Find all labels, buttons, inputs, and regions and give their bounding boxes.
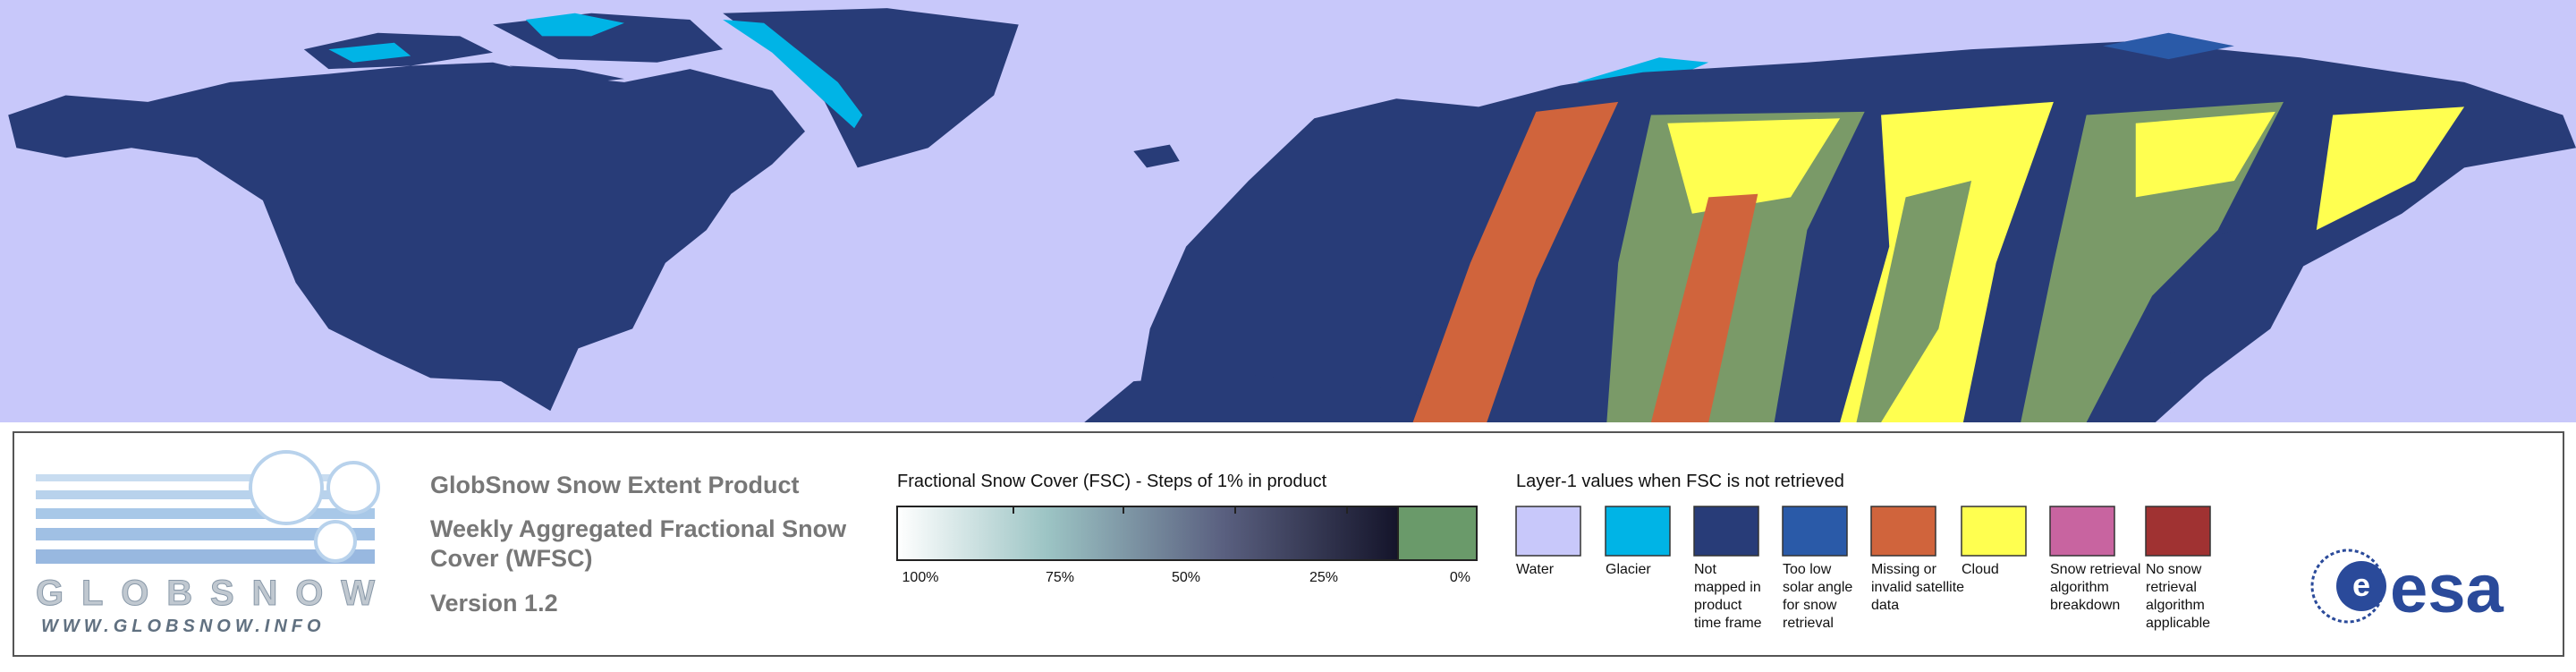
esa-logo: e esa (2310, 549, 2504, 627)
fsc-tick-labels: 100% 75% 50% 25% 0% (902, 570, 1470, 585)
iceland (1133, 144, 1180, 168)
esa-disc (2336, 561, 2386, 611)
legend-label: Not (1694, 562, 1716, 577)
legend-label: product (1694, 598, 1742, 613)
snowflake (249, 450, 324, 525)
fsc-tick-label: 25% (1309, 570, 1338, 585)
legend-label: time frame (1694, 616, 1762, 631)
legend-label: algorithm (2050, 580, 2109, 595)
logo-stripe (36, 528, 375, 540)
swath-cloud (2316, 106, 2465, 231)
greenland (723, 8, 1019, 168)
product-title: GlobSnow Snow Extent Product (430, 472, 800, 498)
swath-missing (1650, 193, 1758, 422)
fsc-tick-label: 50% (1172, 570, 1200, 585)
layer-items: Water Glacier Not mapped in product time fram… (1515, 506, 2211, 631)
product-version: Version 1.2 (430, 590, 558, 617)
legend-label: retrieval (1783, 616, 1834, 631)
legend-label: applicable (2146, 616, 2210, 631)
legend-label: invalid satellite (1871, 580, 1964, 595)
esa-e: e (2352, 566, 2370, 603)
fsc-tick-label: 0% (1450, 570, 1470, 585)
north-america (8, 62, 806, 412)
subtitle-line: Weekly Aggregated Fractional Snow (430, 515, 847, 542)
legend-swatch (1515, 506, 1581, 557)
swath-cloud (2135, 111, 2275, 198)
logo-url: WWW.GLOBSNOW.INFO (41, 617, 326, 636)
legend-swatch (1870, 506, 1936, 557)
legend-label: Missing or (1871, 562, 1937, 577)
logo-stripe (36, 549, 375, 564)
legend-swatch (2145, 506, 2211, 557)
legend-label: data (1871, 598, 1899, 613)
map (0, 0, 2576, 422)
fsc-tick-label: 75% (1046, 570, 1074, 585)
legend-label: solar angle (1783, 580, 1852, 595)
legend-swatch (2049, 506, 2115, 557)
legend-label: retrieval (2146, 580, 2197, 595)
fsc-tick-marks (1013, 506, 1348, 514)
product-subtitle: Weekly Aggregated Fractional Snow Cover (… (430, 515, 847, 572)
fsc-gradient (896, 506, 1399, 561)
legend-label: No snow (2146, 562, 2202, 577)
swath-missing (1412, 101, 1619, 422)
logo-stripe (36, 490, 375, 499)
arctic-islands (303, 13, 724, 86)
legend-label: Glacier (1606, 562, 1651, 577)
swath-cloud (1667, 118, 1841, 214)
logo-stripe (36, 508, 375, 519)
logo-stripe (36, 474, 375, 481)
layer-title: Layer-1 values when FSC is not retrieved (1516, 472, 1844, 491)
fsc-zero (1397, 506, 1478, 561)
subtitle-line: Cover (WFSC) (430, 545, 593, 572)
fsc-tick-label: 100% (902, 570, 939, 585)
legend-label: Water (1516, 562, 1555, 577)
fsc-title: Fractional Snow Cover (FSC) - Steps of 1… (897, 472, 1327, 491)
legend-label: mapped in (1694, 580, 1761, 595)
legend-swatch (1961, 506, 2027, 557)
esa-text: esa (2390, 551, 2504, 627)
snowflake (326, 461, 380, 515)
legend-label: breakdown (2050, 598, 2120, 613)
legend-swatch (1782, 506, 1848, 557)
japan (2168, 230, 2248, 353)
legend-swatch (1605, 506, 1671, 557)
legend-label: Cloud (1962, 562, 1999, 577)
greenland-glacier (723, 20, 863, 129)
legend-label: for snow (1783, 598, 1837, 613)
snowflake (314, 520, 357, 563)
swath-green (1856, 181, 1972, 422)
legend-label: Too low (1783, 562, 1832, 577)
legend-swatch (1693, 506, 1759, 557)
legend-label: algorithm (2146, 598, 2205, 613)
glacier-patch (328, 13, 624, 63)
africa (1084, 374, 1446, 422)
legend-label: Snow retrieval (2050, 562, 2140, 577)
